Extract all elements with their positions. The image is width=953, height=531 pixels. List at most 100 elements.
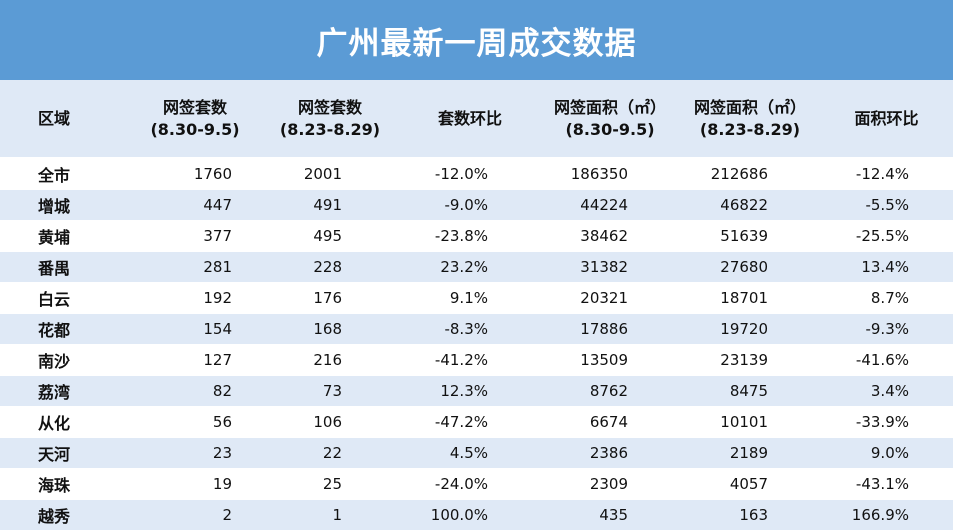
header-sets-previous-period: (8.23-8.29) bbox=[279, 119, 381, 139]
area-current-cell: 186350 bbox=[540, 158, 680, 190]
area-previous-cell: 4057 bbox=[680, 468, 820, 500]
sets-current-cell: 377 bbox=[130, 220, 260, 252]
area-ratio-cell: -25.5% bbox=[820, 220, 953, 252]
sets-current-cell: 447 bbox=[130, 189, 260, 221]
area-ratio-cell: 13.4% bbox=[820, 251, 953, 283]
title-banner: 广州最新一周成交数据 bbox=[0, 0, 953, 80]
area-ratio-cell: 166.9% bbox=[820, 499, 953, 531]
district-cell: 黄埔 bbox=[0, 220, 130, 252]
area-previous-cell: 163 bbox=[680, 499, 820, 531]
area-current-cell: 6674 bbox=[540, 406, 680, 438]
header-district: 区域 bbox=[0, 80, 130, 159]
area-ratio-cell: -41.6% bbox=[820, 344, 953, 376]
area-current-cell: 8762 bbox=[540, 375, 680, 407]
district-cell: 增城 bbox=[0, 189, 130, 221]
area-previous-cell: 23139 bbox=[680, 344, 820, 376]
district-cell: 南沙 bbox=[0, 344, 130, 376]
sets-ratio-cell: -47.2% bbox=[400, 406, 540, 438]
sets-current-cell: 19 bbox=[130, 468, 260, 500]
header-sets-ratio: 套数环比 bbox=[400, 80, 540, 159]
sets-current-cell: 2 bbox=[130, 499, 260, 531]
page-title: 广州最新一周成交数据 bbox=[316, 25, 637, 62]
district-cell: 从化 bbox=[0, 406, 130, 438]
header-sets-current-period: (8.30-9.5) bbox=[150, 119, 240, 139]
district-cell: 海珠 bbox=[0, 468, 130, 500]
header-sets-current-label: 网签套数 bbox=[162, 97, 227, 117]
table-row: 海珠 19 25 -24.0% 2309 4057 -43.1% bbox=[0, 468, 953, 500]
sets-previous-cell: 2001 bbox=[260, 158, 400, 190]
table-row: 花都 154 168 -8.3% 17886 19720 -9.3% bbox=[0, 313, 953, 345]
area-ratio-cell: -9.3% bbox=[820, 313, 953, 345]
sets-current-cell: 1760 bbox=[130, 158, 260, 190]
transaction-table: 区域 网签套数 (8.30-9.5) 网签套数 (8.23-8.29) 套数环比… bbox=[0, 80, 953, 531]
area-ratio-cell: -43.1% bbox=[820, 468, 953, 500]
sets-previous-cell: 495 bbox=[260, 220, 400, 252]
table-row: 荔湾 82 73 12.3% 8762 8475 3.4% bbox=[0, 375, 953, 407]
sets-previous-cell: 106 bbox=[260, 406, 400, 438]
sets-ratio-cell: 100.0% bbox=[400, 499, 540, 531]
sets-current-cell: 82 bbox=[130, 375, 260, 407]
sets-current-cell: 23 bbox=[130, 437, 260, 469]
sets-previous-cell: 216 bbox=[260, 344, 400, 376]
header-sets-previous: 网签套数 (8.23-8.29) bbox=[260, 80, 400, 159]
area-current-cell: 20321 bbox=[540, 282, 680, 314]
area-current-cell: 435 bbox=[540, 499, 680, 531]
sets-current-cell: 281 bbox=[130, 251, 260, 283]
sets-current-cell: 154 bbox=[130, 313, 260, 345]
table-row: 天河 23 22 4.5% 2386 2189 9.0% bbox=[0, 437, 953, 469]
area-previous-cell: 10101 bbox=[680, 406, 820, 438]
header-sets-previous-label: 网签套数 bbox=[297, 97, 362, 117]
sets-ratio-cell: 12.3% bbox=[400, 375, 540, 407]
area-ratio-cell: -5.5% bbox=[820, 189, 953, 221]
district-cell: 番禺 bbox=[0, 251, 130, 283]
table-row: 全市 1760 2001 -12.0% 186350 212686 -12.4% bbox=[0, 158, 953, 190]
table-row: 番禺 281 228 23.2% 31382 27680 13.4% bbox=[0, 251, 953, 283]
table-row: 白云 192 176 9.1% 20321 18701 8.7% bbox=[0, 282, 953, 314]
area-previous-cell: 2189 bbox=[680, 437, 820, 469]
header-area-previous: 网签面积（㎡） (8.23-8.29) bbox=[680, 80, 820, 159]
header-area-previous-label: 网签面积（㎡） bbox=[693, 97, 806, 117]
area-previous-cell: 51639 bbox=[680, 220, 820, 252]
sets-current-cell: 127 bbox=[130, 344, 260, 376]
district-cell: 花都 bbox=[0, 313, 130, 345]
district-cell: 全市 bbox=[0, 158, 130, 190]
header-area-current-period: (8.30-9.5) bbox=[565, 119, 655, 139]
sets-ratio-cell: -8.3% bbox=[400, 313, 540, 345]
sets-current-cell: 56 bbox=[130, 406, 260, 438]
header-row: 区域 网签套数 (8.30-9.5) 网签套数 (8.23-8.29) 套数环比… bbox=[0, 80, 953, 159]
sets-previous-cell: 176 bbox=[260, 282, 400, 314]
header-area-current: 网签面积（㎡） (8.30-9.5) bbox=[540, 80, 680, 159]
sets-ratio-cell: -23.8% bbox=[400, 220, 540, 252]
sets-previous-cell: 73 bbox=[260, 375, 400, 407]
sets-previous-cell: 1 bbox=[260, 499, 400, 531]
sets-previous-cell: 228 bbox=[260, 251, 400, 283]
sets-previous-cell: 25 bbox=[260, 468, 400, 500]
sets-ratio-cell: 23.2% bbox=[400, 251, 540, 283]
area-current-cell: 2309 bbox=[540, 468, 680, 500]
table-row: 从化 56 106 -47.2% 6674 10101 -33.9% bbox=[0, 406, 953, 438]
header-area-previous-period: (8.23-8.29) bbox=[699, 119, 801, 139]
sets-previous-cell: 22 bbox=[260, 437, 400, 469]
sets-ratio-cell: -12.0% bbox=[400, 158, 540, 190]
sets-ratio-cell: -41.2% bbox=[400, 344, 540, 376]
table-row: 南沙 127 216 -41.2% 13509 23139 -41.6% bbox=[0, 344, 953, 376]
sets-ratio-cell: -24.0% bbox=[400, 468, 540, 500]
table-body: 全市 1760 2001 -12.0% 186350 212686 -12.4% 增城 447 4… bbox=[0, 158, 953, 531]
table-row: 越秀 2 1 100.0% 435 163 166.9% bbox=[0, 499, 953, 531]
table-row: 黄埔 377 495 -23.8% 38462 51639 -25.5% bbox=[0, 220, 953, 252]
sets-previous-cell: 491 bbox=[260, 189, 400, 221]
area-ratio-cell: 3.4% bbox=[820, 375, 953, 407]
area-current-cell: 44224 bbox=[540, 189, 680, 221]
area-previous-cell: 27680 bbox=[680, 251, 820, 283]
district-cell: 荔湾 bbox=[0, 375, 130, 407]
area-ratio-cell: -33.9% bbox=[820, 406, 953, 438]
area-current-cell: 31382 bbox=[540, 251, 680, 283]
area-previous-cell: 18701 bbox=[680, 282, 820, 314]
table-row: 增城 447 491 -9.0% 44224 46822 -5.5% bbox=[0, 189, 953, 221]
area-ratio-cell: 8.7% bbox=[820, 282, 953, 314]
area-ratio-cell: 9.0% bbox=[820, 437, 953, 469]
area-previous-cell: 19720 bbox=[680, 313, 820, 345]
district-cell: 越秀 bbox=[0, 499, 130, 531]
sets-previous-cell: 168 bbox=[260, 313, 400, 345]
